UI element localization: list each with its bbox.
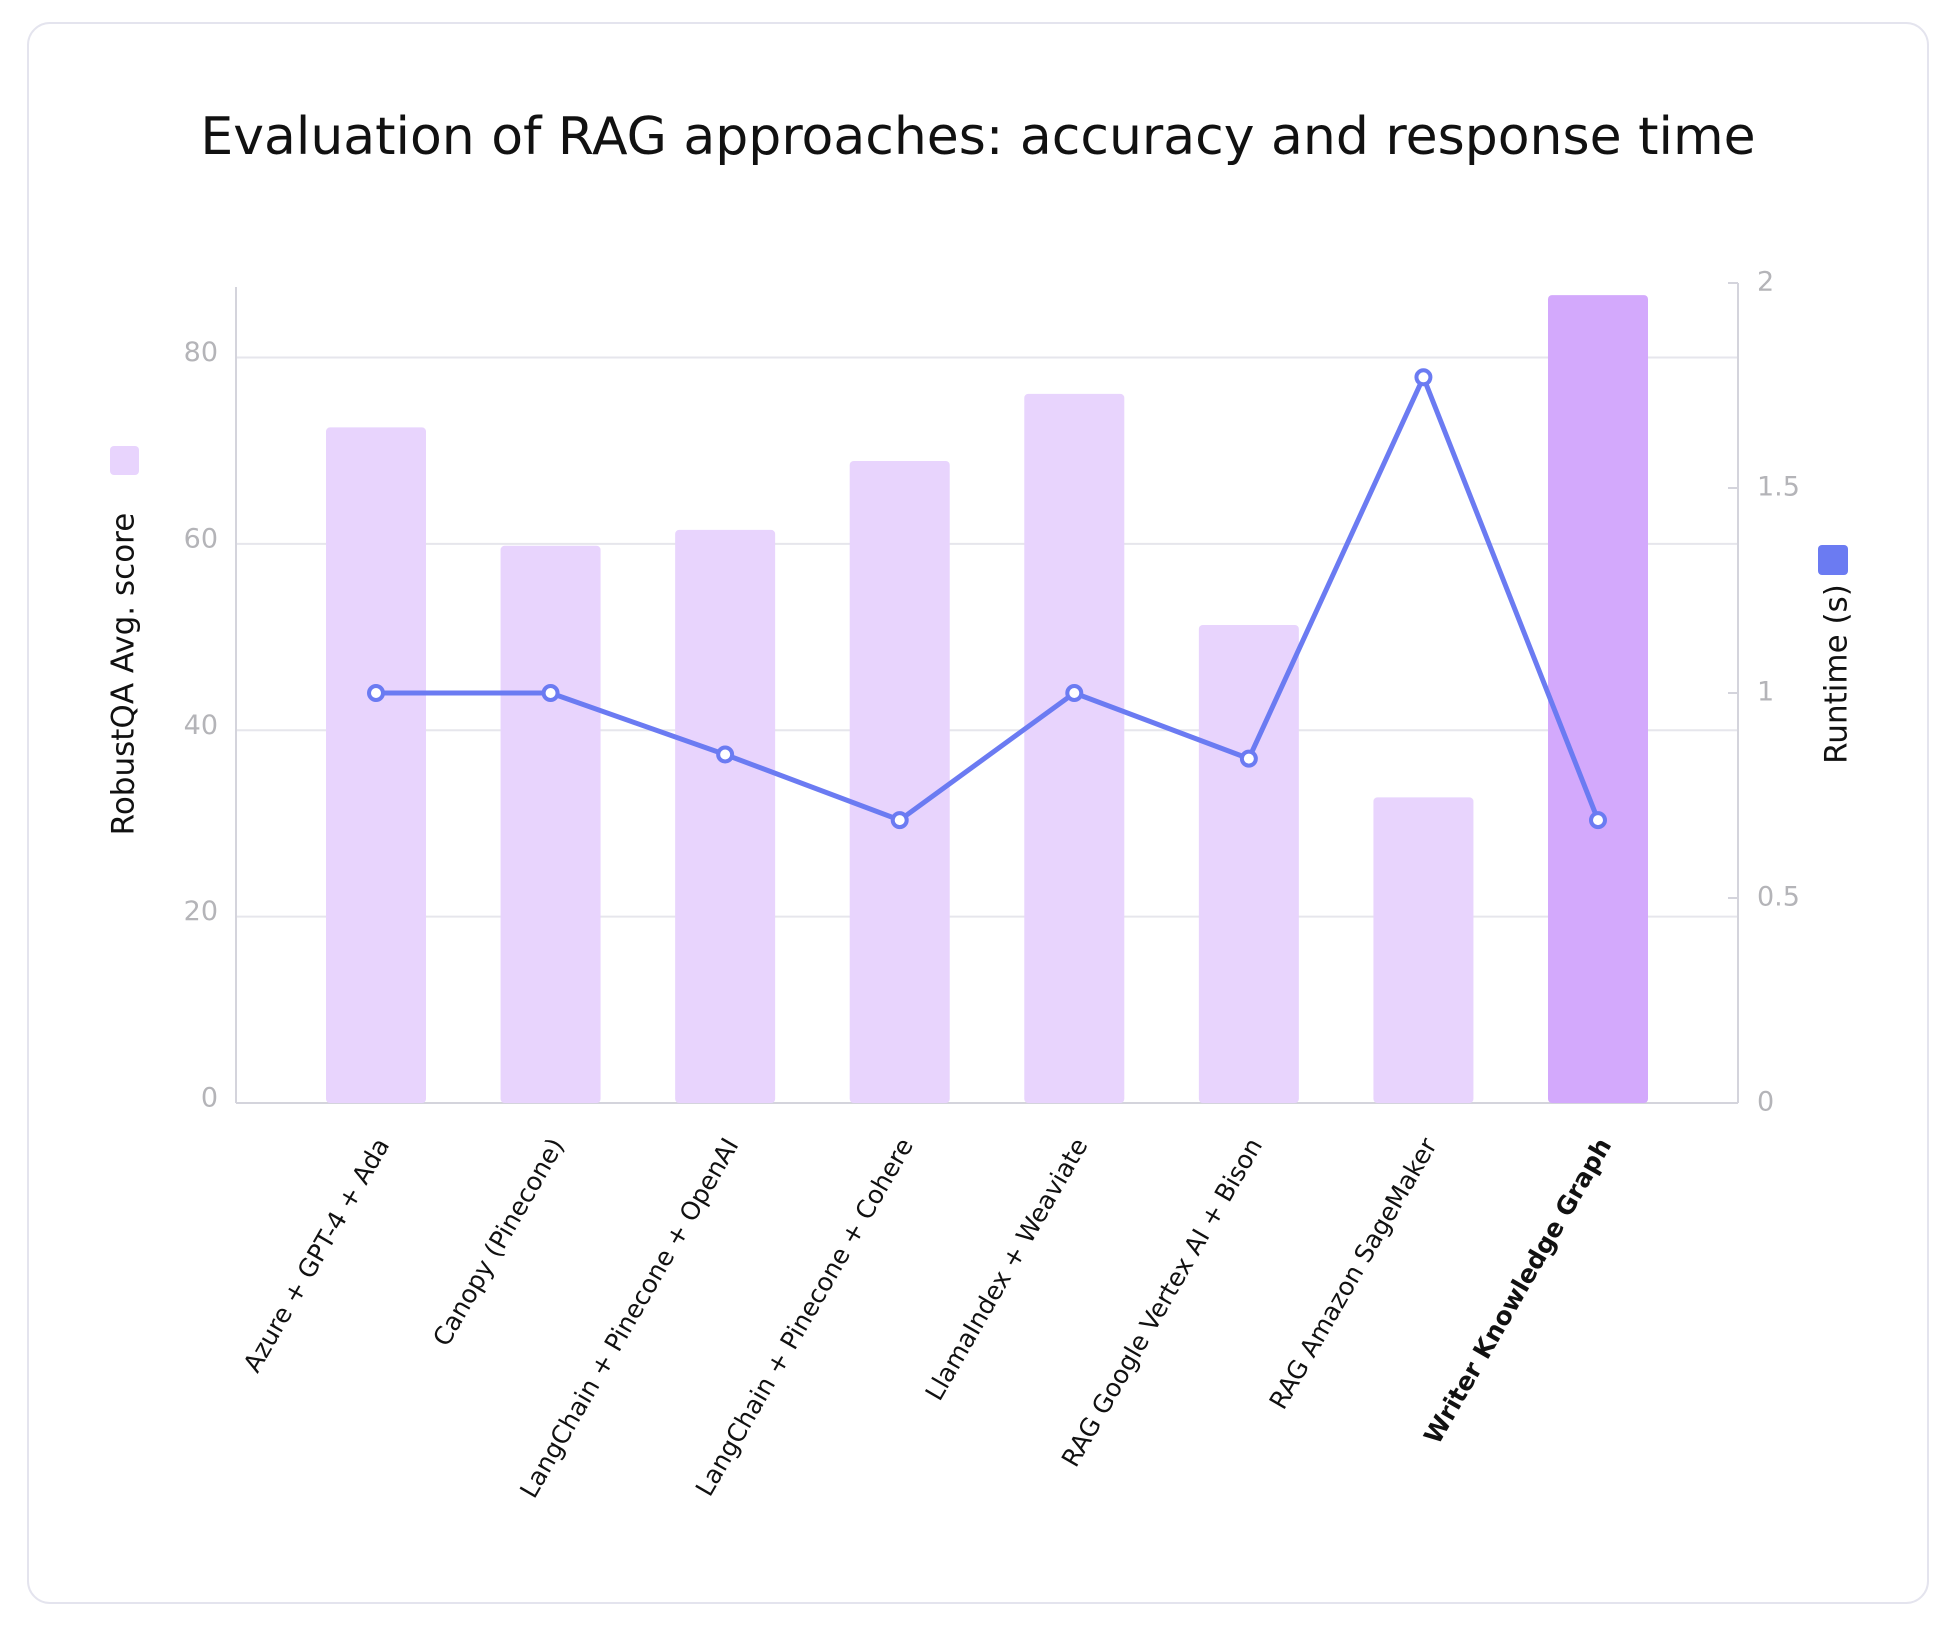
- y2-tick-label: 2: [1757, 267, 1774, 298]
- y2-tick-label: 0.5: [1757, 882, 1800, 913]
- y2-tick-label: 0: [1757, 1087, 1774, 1118]
- line-marker: [1065, 684, 1084, 702]
- chart-title: Evaluation of RAG approaches: accuracy a…: [200, 107, 1755, 167]
- line-marker: [541, 684, 560, 702]
- line-marker: [1239, 749, 1258, 768]
- card: [27, 22, 1929, 1604]
- line-marker: [890, 811, 909, 830]
- y-axis-label: RobustQA Avg. score: [106, 513, 142, 836]
- bar: [1024, 393, 1125, 1103]
- y2-axis-label: Runtime (s): [1819, 584, 1855, 764]
- bar: [326, 427, 426, 1103]
- line-marker: [1589, 811, 1607, 830]
- line-marker: [716, 745, 735, 764]
- line-marker: [1414, 368, 1433, 387]
- y2-tick-label: 1: [1757, 677, 1774, 708]
- line-marker: [367, 684, 385, 702]
- y2-tick-label: 1.5: [1757, 472, 1800, 503]
- line: [376, 374, 1601, 823]
- y-tick-label: 0: [201, 1083, 218, 1114]
- bar: [1198, 624, 1299, 1103]
- y-tick-label: 80: [184, 337, 218, 368]
- legend-swatch: [110, 446, 139, 475]
- y-tick-label: 60: [184, 523, 218, 554]
- legend-swatch: [1818, 545, 1848, 575]
- y-tick-label: 40: [184, 710, 218, 741]
- bar: [849, 460, 950, 1103]
- y-tick-label: 20: [184, 896, 218, 927]
- bar: [1373, 797, 1474, 1103]
- bar: [1548, 295, 1648, 1103]
- bar: [500, 545, 601, 1103]
- bar: [675, 529, 776, 1103]
